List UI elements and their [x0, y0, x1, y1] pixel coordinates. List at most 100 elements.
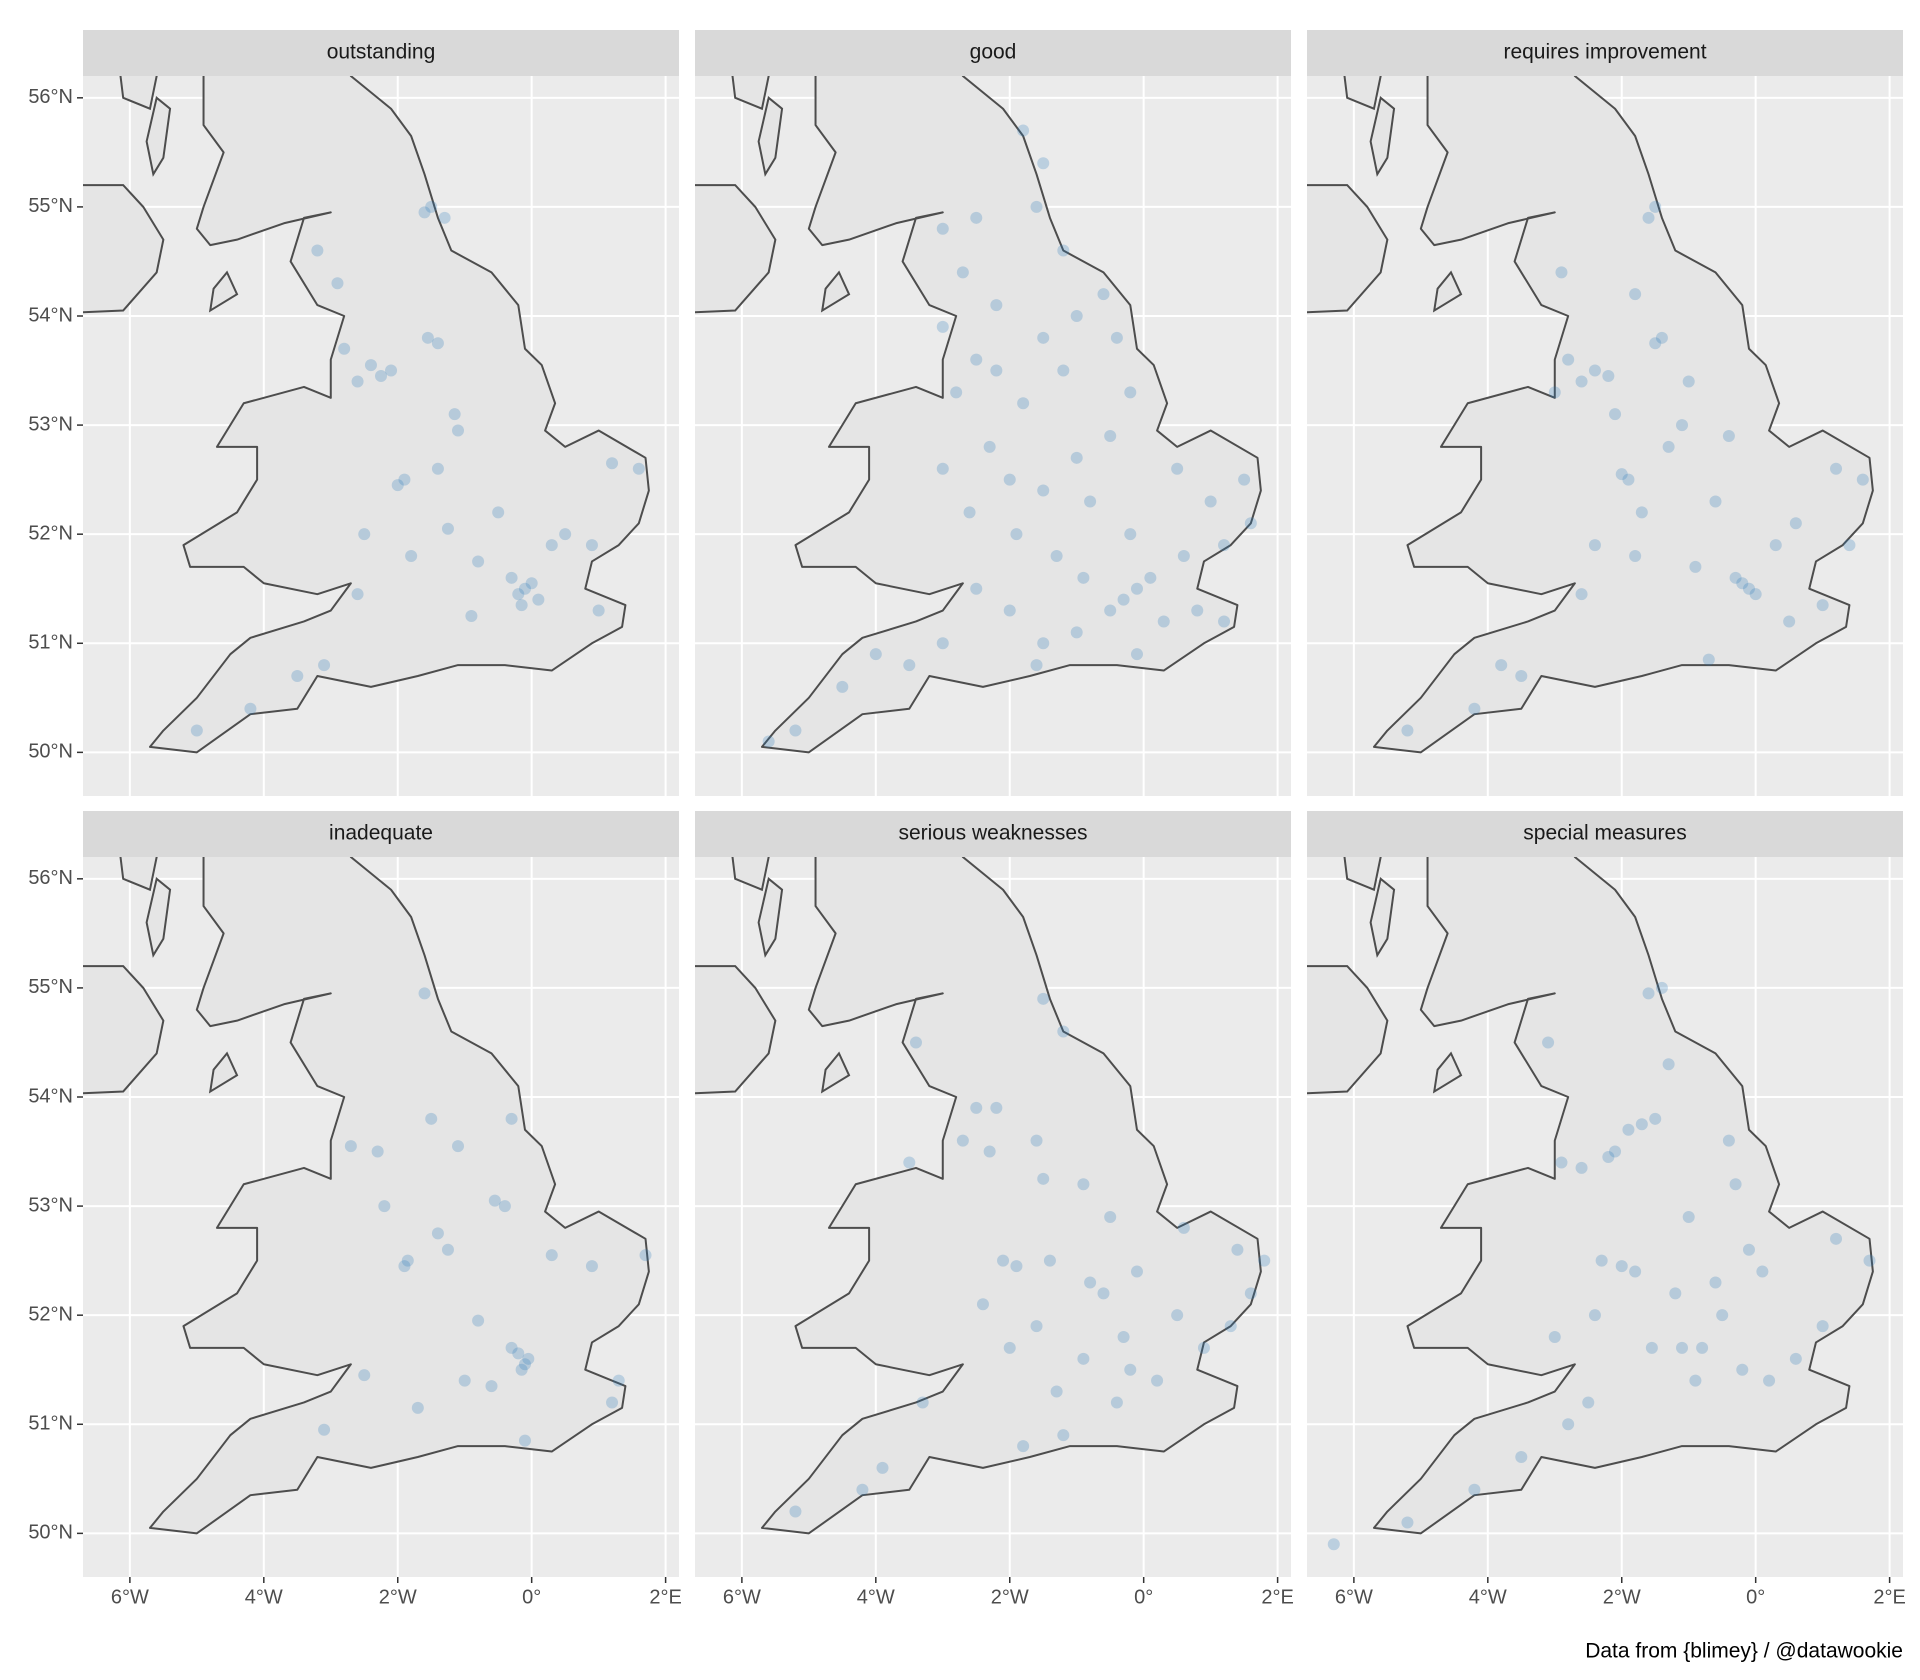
point — [425, 1112, 438, 1125]
point — [936, 222, 949, 235]
point — [452, 424, 465, 437]
point — [1157, 615, 1170, 628]
point — [1575, 375, 1588, 388]
point — [1057, 244, 1070, 257]
point — [1084, 495, 1097, 508]
y-tick-label: 55°N — [28, 195, 73, 217]
point — [1783, 615, 1796, 628]
strip — [83, 811, 679, 857]
point — [1575, 588, 1588, 601]
point — [472, 555, 485, 568]
point — [1716, 1309, 1729, 1322]
point — [1645, 1341, 1658, 1354]
point — [338, 342, 351, 355]
point — [358, 528, 371, 541]
plot-area — [1307, 857, 1903, 1577]
point — [364, 359, 377, 372]
point — [1191, 604, 1204, 617]
point — [970, 353, 983, 366]
x-tick-label: 4°W — [245, 1586, 283, 1608]
point — [1816, 599, 1829, 612]
point — [990, 1101, 1003, 1114]
point — [1124, 528, 1137, 541]
strip-title: special measures — [1523, 822, 1686, 845]
point — [1070, 310, 1083, 322]
point — [418, 987, 431, 1000]
point — [1050, 1385, 1063, 1398]
strip — [1307, 811, 1903, 857]
point — [505, 1341, 518, 1354]
point — [1722, 1134, 1735, 1147]
point — [1468, 1483, 1481, 1496]
point — [1030, 1134, 1043, 1147]
point — [492, 506, 505, 519]
point — [1010, 528, 1023, 541]
point — [1789, 517, 1802, 530]
point — [1130, 1265, 1143, 1278]
point — [1144, 571, 1157, 584]
point — [963, 506, 976, 519]
point — [1682, 375, 1695, 388]
point — [1742, 1243, 1755, 1256]
point — [956, 1134, 969, 1147]
point — [1709, 495, 1722, 508]
point — [1218, 615, 1231, 628]
point — [318, 1423, 331, 1436]
point — [512, 1347, 525, 1360]
point — [1117, 593, 1130, 606]
point — [1542, 1036, 1555, 1049]
point — [448, 408, 461, 421]
y-tick-label: 50°N — [28, 1522, 73, 1544]
x-tick-label: 2°E — [1873, 1586, 1905, 1608]
point — [856, 1483, 869, 1496]
point — [1602, 370, 1615, 382]
point — [836, 680, 849, 693]
strip-title: inadequate — [329, 822, 433, 845]
point — [458, 1374, 471, 1387]
point — [1003, 604, 1016, 617]
point — [515, 599, 528, 612]
y-tick-label: 53°N — [28, 1194, 73, 1216]
x-tick-label: 4°W — [1469, 1586, 1507, 1608]
point — [518, 1358, 531, 1371]
point — [559, 528, 572, 541]
point — [1077, 571, 1090, 584]
strip — [695, 811, 1291, 857]
point — [1696, 1341, 1709, 1354]
point — [438, 211, 451, 224]
plot-area — [695, 76, 1291, 796]
point — [401, 1254, 414, 1267]
point — [612, 1374, 625, 1387]
point — [869, 648, 882, 661]
point — [1722, 430, 1735, 442]
point — [983, 440, 996, 453]
y-tick-label: 52°N — [28, 1303, 73, 1325]
point — [1401, 1516, 1414, 1529]
point — [1104, 604, 1117, 617]
point — [1218, 539, 1231, 552]
point — [789, 1505, 802, 1518]
point — [311, 244, 324, 257]
point — [485, 1380, 498, 1393]
point — [1117, 1331, 1130, 1343]
point — [1588, 1309, 1601, 1322]
point — [1843, 539, 1856, 552]
point — [431, 1227, 444, 1240]
x-tick-label: 6°W — [111, 1586, 149, 1608]
point — [1327, 1538, 1340, 1551]
point — [1588, 364, 1601, 377]
point — [1050, 550, 1063, 562]
plot-area — [695, 857, 1291, 1577]
point — [1177, 1221, 1190, 1234]
point — [1555, 266, 1568, 279]
point — [1010, 1260, 1023, 1273]
point — [909, 1036, 922, 1049]
x-tick-label: 0° — [1134, 1586, 1153, 1608]
point — [956, 266, 969, 279]
point — [1562, 1418, 1575, 1431]
point — [1830, 1232, 1843, 1245]
point — [1669, 1287, 1682, 1300]
point — [936, 462, 949, 475]
point — [1642, 211, 1655, 224]
point — [1070, 451, 1083, 464]
